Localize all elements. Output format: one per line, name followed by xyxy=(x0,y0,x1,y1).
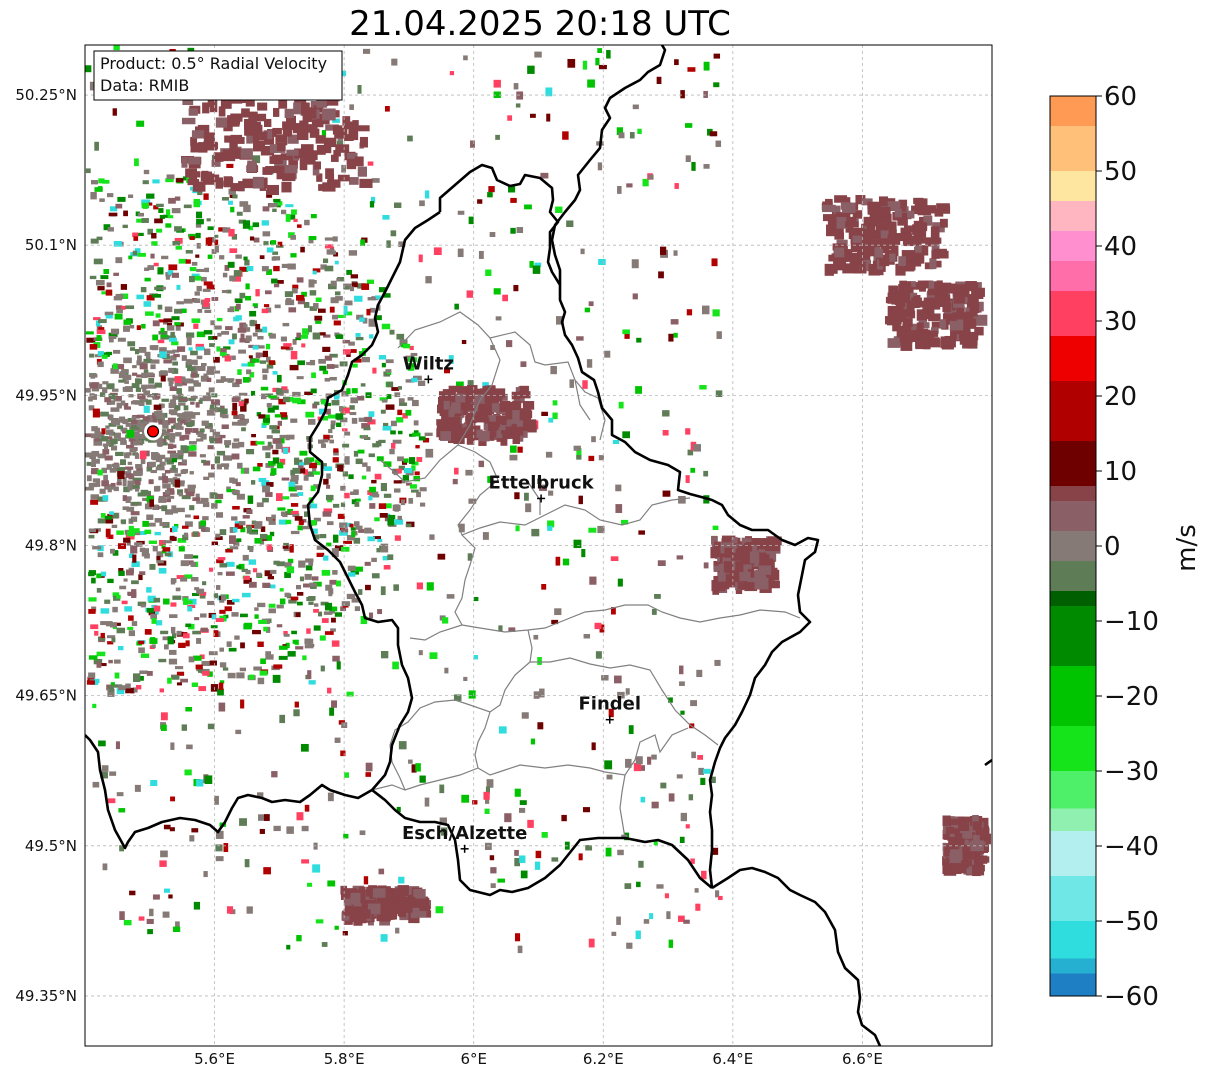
colorbar-ticks: 60 50 40 30 20 10 0 −10 −20 −30 −40 −50 −60 xyxy=(1096,82,1159,1012)
colorbar-segment xyxy=(1050,771,1096,809)
colorbar-segment xyxy=(1050,96,1096,126)
y-tick-label: 49.5°N xyxy=(25,837,77,855)
x-tick-label: 6.6°E xyxy=(842,1050,883,1068)
colorbar-tick-label: 30 xyxy=(1104,307,1137,337)
colorbar-unit: m/s xyxy=(1172,524,1202,572)
city-markers xyxy=(424,375,614,853)
colorbar-tick-label: −10 xyxy=(1104,607,1159,637)
map-title: 21.04.2025 20:18 UTC xyxy=(349,4,731,44)
colorbar-segment xyxy=(1050,531,1096,561)
x-tick-label: 6.2°E xyxy=(583,1050,624,1068)
radar-site-marker xyxy=(144,422,163,441)
y-tick-label: 50.25°N xyxy=(15,86,77,104)
colorbar-segment xyxy=(1050,261,1096,291)
colorbar-segment xyxy=(1050,973,1096,996)
x-tick-label: 5.8°E xyxy=(324,1050,365,1068)
y-tick-label: 49.35°N xyxy=(15,987,77,1005)
colorbar-segments xyxy=(1050,96,1096,996)
x-axis-ticks: 5.6°E 5.8°E 6°E 6.2°E 6.4°E 6.6°E xyxy=(194,1050,883,1068)
colorbar-segment xyxy=(1050,606,1096,666)
colorbar-segment xyxy=(1050,126,1096,171)
y-tick-label: 49.8°N xyxy=(25,537,77,555)
colorbar-segment xyxy=(1050,231,1096,261)
colorbar-segment xyxy=(1050,726,1096,771)
colorbar-segment xyxy=(1050,876,1096,921)
city-labels: Wiltz Ettelbruck Findel Esch/Alzette xyxy=(402,353,641,843)
colorbar-segment xyxy=(1050,666,1096,726)
colorbar-tick-label: −40 xyxy=(1104,832,1159,862)
colorbar-segment xyxy=(1050,291,1096,336)
colorbar: 60 50 40 30 20 10 0 −10 −20 −30 −40 −50 −60 m/s xyxy=(1049,82,1202,1012)
x-tick-label: 6.4°E xyxy=(712,1050,753,1068)
colorbar-segment xyxy=(1050,381,1096,441)
colorbar-segment xyxy=(1050,171,1096,201)
colorbar-tick-label: −60 xyxy=(1104,982,1159,1012)
x-tick-label: 5.6°E xyxy=(194,1050,235,1068)
colorbar-tick-label: 0 xyxy=(1104,532,1121,562)
city-label: Ettelbruck xyxy=(489,472,595,493)
colorbar-segment xyxy=(1050,591,1096,606)
colorbar-tick-label: 60 xyxy=(1104,82,1137,112)
colorbar-segment xyxy=(1050,441,1096,486)
colorbar-segment xyxy=(1050,808,1096,831)
x-tick-label: 6°E xyxy=(460,1050,487,1068)
colorbar-segment xyxy=(1050,201,1096,231)
country-borders xyxy=(85,45,992,1046)
colorbar-tick-label: 20 xyxy=(1104,382,1137,412)
y-tick-label: 50.1°N xyxy=(25,236,77,254)
colorbar-tick-label: −20 xyxy=(1104,682,1159,712)
velocity-echoes xyxy=(85,45,992,954)
plot-frame xyxy=(84,44,993,1047)
colorbar-tick-label: 10 xyxy=(1104,457,1137,487)
y-axis-ticks: 50.25°N 50.1°N 49.95°N 49.8°N 49.65°N 49.5°N 4… xyxy=(15,86,77,1005)
product-label: Product: 0.5° Radial Velocity xyxy=(100,54,327,73)
data-source-label: Data: RMIB xyxy=(100,76,189,95)
y-tick-label: 49.65°N xyxy=(15,687,77,705)
colorbar-segment xyxy=(1050,561,1096,591)
colorbar-segment xyxy=(1050,486,1096,501)
city-label: Findel xyxy=(578,694,641,715)
city-label: Esch/Alzette xyxy=(402,823,527,844)
colorbar-segment xyxy=(1050,958,1096,974)
colorbar-segment xyxy=(1050,921,1096,959)
colorbar-segment xyxy=(1050,501,1096,531)
colorbar-tick-label: 40 xyxy=(1104,232,1137,262)
colorbar-segment xyxy=(1050,831,1096,876)
colorbar-tick-label: −50 xyxy=(1104,907,1159,937)
colorbar-tick-label: 50 xyxy=(1104,157,1137,187)
info-box: Product: 0.5° Radial Velocity Data: RMIB xyxy=(93,50,343,101)
y-tick-label: 49.95°N xyxy=(15,386,77,404)
city-label: Wiltz xyxy=(403,353,454,374)
colorbar-segment xyxy=(1050,336,1096,381)
colorbar-tick-label: −30 xyxy=(1104,757,1159,787)
